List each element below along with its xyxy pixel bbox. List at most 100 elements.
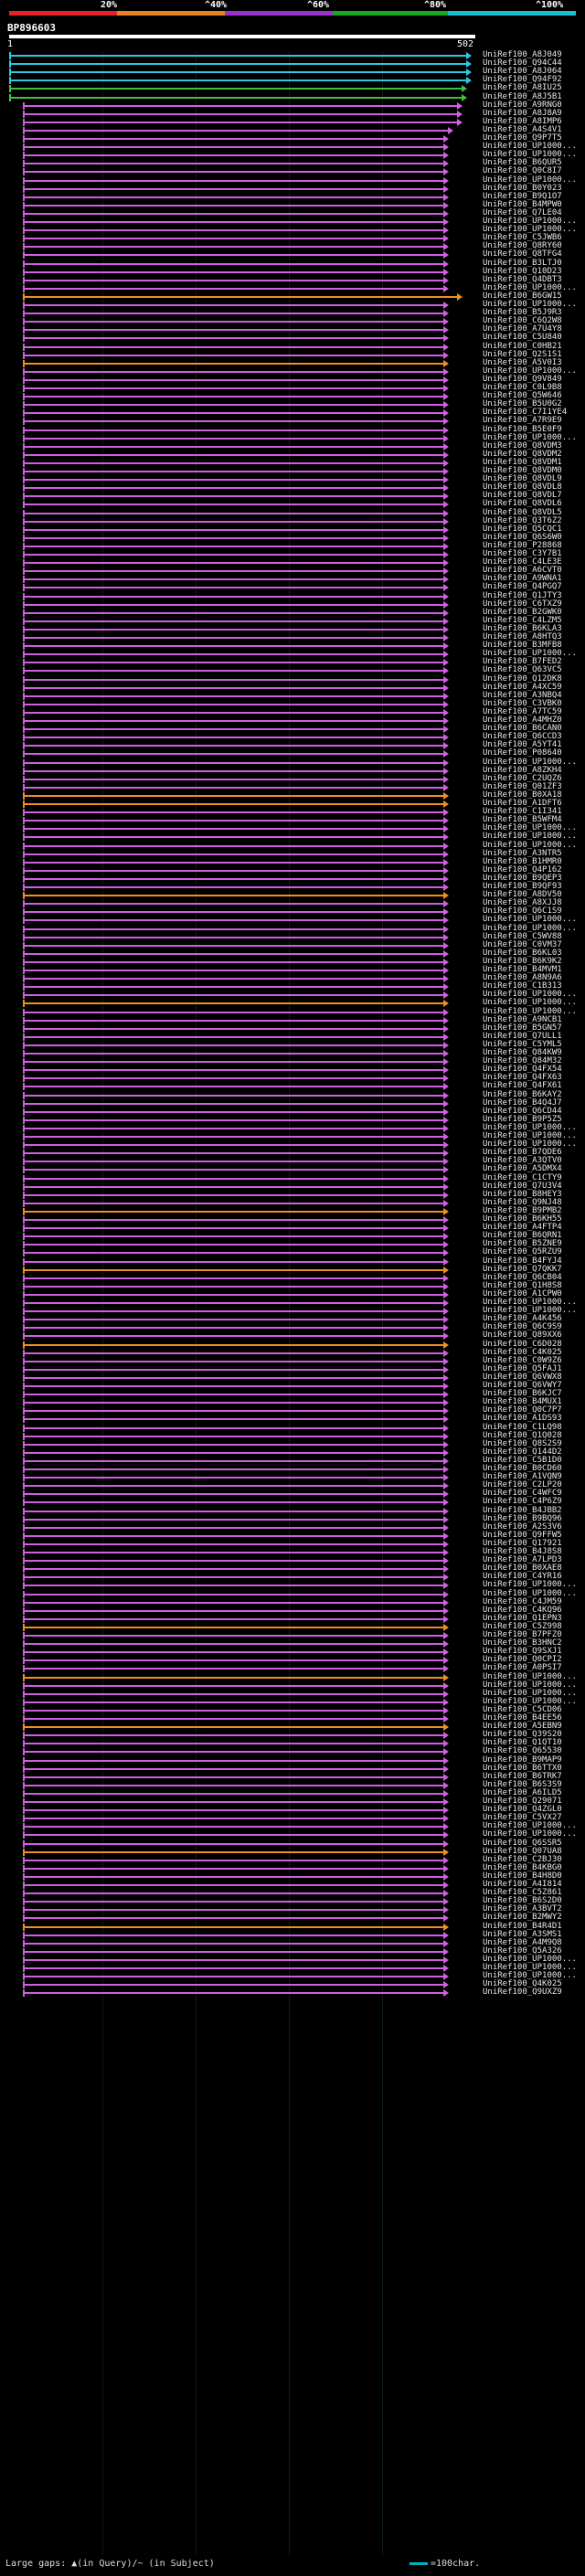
hit-bar[interactable] — [23, 620, 443, 622]
hit-row[interactable]: UniRef100_B4KBG0 — [0, 1862, 585, 1872]
hit-bar[interactable] — [23, 429, 443, 431]
hit-bar[interactable] — [23, 345, 443, 348]
hit-bar[interactable] — [23, 295, 457, 298]
hit-label[interactable]: UniRef100_B5U0G2 — [483, 399, 562, 409]
hit-label[interactable]: UniRef100_B6KH55 — [483, 1214, 562, 1224]
hit-bar[interactable] — [23, 1061, 443, 1064]
hit-bar[interactable] — [23, 1402, 443, 1405]
hit-label[interactable]: UniRef100_Q2S1S1 — [483, 349, 562, 359]
hit-label[interactable]: UniRef100_C5YML5 — [483, 1039, 562, 1049]
hit-label[interactable]: UniRef100_C1I341 — [483, 807, 562, 817]
hit-row[interactable]: UniRef100_B9QF93 — [0, 882, 585, 891]
hit-label[interactable]: UniRef100_B5WFM4 — [483, 815, 562, 825]
hit-row[interactable]: UniRef100_A9NCB1 — [0, 1015, 585, 1024]
hit-label[interactable]: UniRef100_A8IU25 — [483, 83, 562, 93]
hit-row[interactable]: UniRef100_B6KAY2 — [0, 1090, 585, 1099]
hit-bar[interactable] — [23, 179, 443, 182]
hit-label[interactable]: UniRef100_A4FTP4 — [483, 1223, 562, 1233]
hit-label[interactable]: UniRef100_A3QTV0 — [483, 1156, 562, 1166]
hit-row[interactable]: UniRef100_C4YR16 — [0, 1572, 585, 1582]
hit-bar[interactable] — [23, 1751, 443, 1754]
hit-row[interactable]: UniRef100_UP1000... — [0, 300, 585, 309]
hit-bar[interactable] — [23, 445, 443, 448]
hit-bar[interactable] — [23, 1410, 443, 1413]
hit-label[interactable]: UniRef100_Q7LE04 — [483, 207, 562, 217]
hit-label[interactable]: UniRef100_UP1000... — [483, 1140, 577, 1150]
hit-bar[interactable] — [23, 678, 443, 681]
hit-row[interactable]: UniRef100_Q5W646 — [0, 391, 585, 401]
hit-row[interactable]: UniRef100_Q39S20 — [0, 1730, 585, 1740]
hit-label[interactable]: UniRef100_Q9NJ48 — [483, 1197, 562, 1207]
hit-bar[interactable] — [23, 628, 443, 631]
hit-bar[interactable] — [23, 903, 443, 906]
hit-label[interactable]: UniRef100_UP1000... — [483, 1971, 577, 1981]
hit-row[interactable]: UniRef100_A8IU25 — [0, 83, 585, 93]
hit-row[interactable]: UniRef100_A4S4V1 — [0, 125, 585, 134]
hit-row[interactable]: UniRef100_C1I341 — [0, 807, 585, 817]
hit-label[interactable]: UniRef100_B5GN57 — [483, 1023, 562, 1033]
hit-label[interactable]: UniRef100_B4KBG0 — [483, 1862, 562, 1872]
hit-row[interactable]: UniRef100_Q8TFG4 — [0, 249, 585, 260]
hit-bar[interactable] — [23, 1185, 443, 1188]
hit-row[interactable]: UniRef100_Q7QKK7 — [0, 1265, 585, 1274]
hit-bar[interactable] — [23, 1884, 443, 1886]
hit-row[interactable]: UniRef100_Q0CPI2 — [0, 1655, 585, 1665]
hit-row[interactable]: UniRef100_A8J8A9 — [0, 109, 585, 118]
hit-row[interactable]: UniRef100_Q0C8I7 — [0, 166, 585, 176]
hit-label[interactable]: UniRef100_A5V0I3 — [483, 357, 562, 367]
hit-label[interactable]: UniRef100_B4R4D1 — [483, 1921, 562, 1931]
hit-bar[interactable] — [23, 1177, 443, 1180]
hit-bar[interactable] — [23, 1118, 443, 1121]
hit-label[interactable]: UniRef100_Q8VDM3 — [483, 440, 562, 451]
hit-label[interactable]: UniRef100_B9BQ96 — [483, 1513, 562, 1523]
hit-bar[interactable] — [23, 587, 443, 589]
hit-label[interactable]: UniRef100_UP1000... — [483, 1306, 577, 1316]
hit-row[interactable]: UniRef100_Q6C1S9 — [0, 906, 585, 917]
hit-label[interactable]: UniRef100_Q1EPN3 — [483, 1613, 562, 1623]
hit-bar[interactable] — [23, 1169, 443, 1171]
hit-label[interactable]: UniRef100_Q0CPI2 — [483, 1655, 562, 1665]
hit-row[interactable]: UniRef100_Q89XX6 — [0, 1330, 585, 1341]
hit-row[interactable]: UniRef100_B9P5Z5 — [0, 1115, 585, 1124]
hit-bar[interactable] — [23, 761, 443, 764]
hit-bar[interactable] — [23, 1102, 443, 1105]
hit-row[interactable]: UniRef100_B4J8S8 — [0, 1547, 585, 1556]
hit-bar[interactable] — [23, 745, 443, 747]
hit-label[interactable]: UniRef100_Q6CCD3 — [483, 732, 562, 742]
hit-row[interactable]: UniRef100_P08640 — [0, 748, 585, 758]
hit-row[interactable]: UniRef100_B4FYJ4 — [0, 1256, 585, 1266]
hit-label[interactable]: UniRef100_B9QF93 — [483, 882, 562, 891]
hit-row[interactable]: UniRef100_UP1000... — [0, 1963, 585, 1972]
hit-label[interactable]: UniRef100_B4MUX1 — [483, 1397, 562, 1407]
hit-label[interactable]: UniRef100_B0XA18 — [483, 790, 562, 800]
hit-row[interactable]: UniRef100_Q6CCD3 — [0, 732, 585, 742]
hit-bar[interactable] — [23, 1601, 443, 1604]
hit-label[interactable]: UniRef100_UP1000... — [483, 1688, 577, 1698]
hit-row[interactable]: UniRef100_Q0C7P7 — [0, 1405, 585, 1415]
hit-label[interactable]: UniRef100_C5CD06 — [483, 1704, 562, 1714]
hit-row[interactable]: UniRef100_A1DFT6 — [0, 799, 585, 808]
hit-bar[interactable] — [23, 1210, 443, 1213]
hit-bar[interactable] — [23, 1609, 443, 1612]
hit-row[interactable]: UniRef100_Q9FFW5 — [0, 1531, 585, 1540]
hit-row[interactable]: UniRef100_C4JM59 — [0, 1597, 585, 1606]
hit-row[interactable]: UniRef100_UP1000... — [0, 1672, 585, 1681]
hit-bar[interactable] — [23, 1701, 443, 1703]
hit-row[interactable]: UniRef100_B4H8D0 — [0, 1871, 585, 1881]
hit-bar[interactable] — [23, 554, 443, 556]
hit-bar[interactable] — [23, 1659, 443, 1662]
hit-bar[interactable] — [23, 645, 443, 648]
hit-row[interactable]: UniRef100_Q4FX54 — [0, 1065, 585, 1075]
hit-row[interactable]: UniRef100_Q4DBT3 — [0, 275, 585, 284]
hit-row[interactable]: UniRef100_Q144D2 — [0, 1447, 585, 1457]
hit-row[interactable]: UniRef100_A3NTR5 — [0, 849, 585, 858]
hit-label[interactable]: UniRef100_UP1000... — [483, 1122, 577, 1132]
hit-row[interactable]: UniRef100_B6QRN1 — [0, 1231, 585, 1241]
hit-bar[interactable] — [23, 1992, 443, 1995]
hit-row[interactable]: UniRef100_Q1JTY3 — [0, 591, 585, 600]
hit-row[interactable]: UniRef100_A4FTP4 — [0, 1223, 585, 1233]
hit-label[interactable]: UniRef100_UP1000... — [483, 217, 577, 226]
hit-label[interactable]: UniRef100_A5EBN9 — [483, 1722, 562, 1732]
hit-bar[interactable] — [23, 1552, 443, 1553]
hit-bar[interactable] — [23, 471, 443, 472]
